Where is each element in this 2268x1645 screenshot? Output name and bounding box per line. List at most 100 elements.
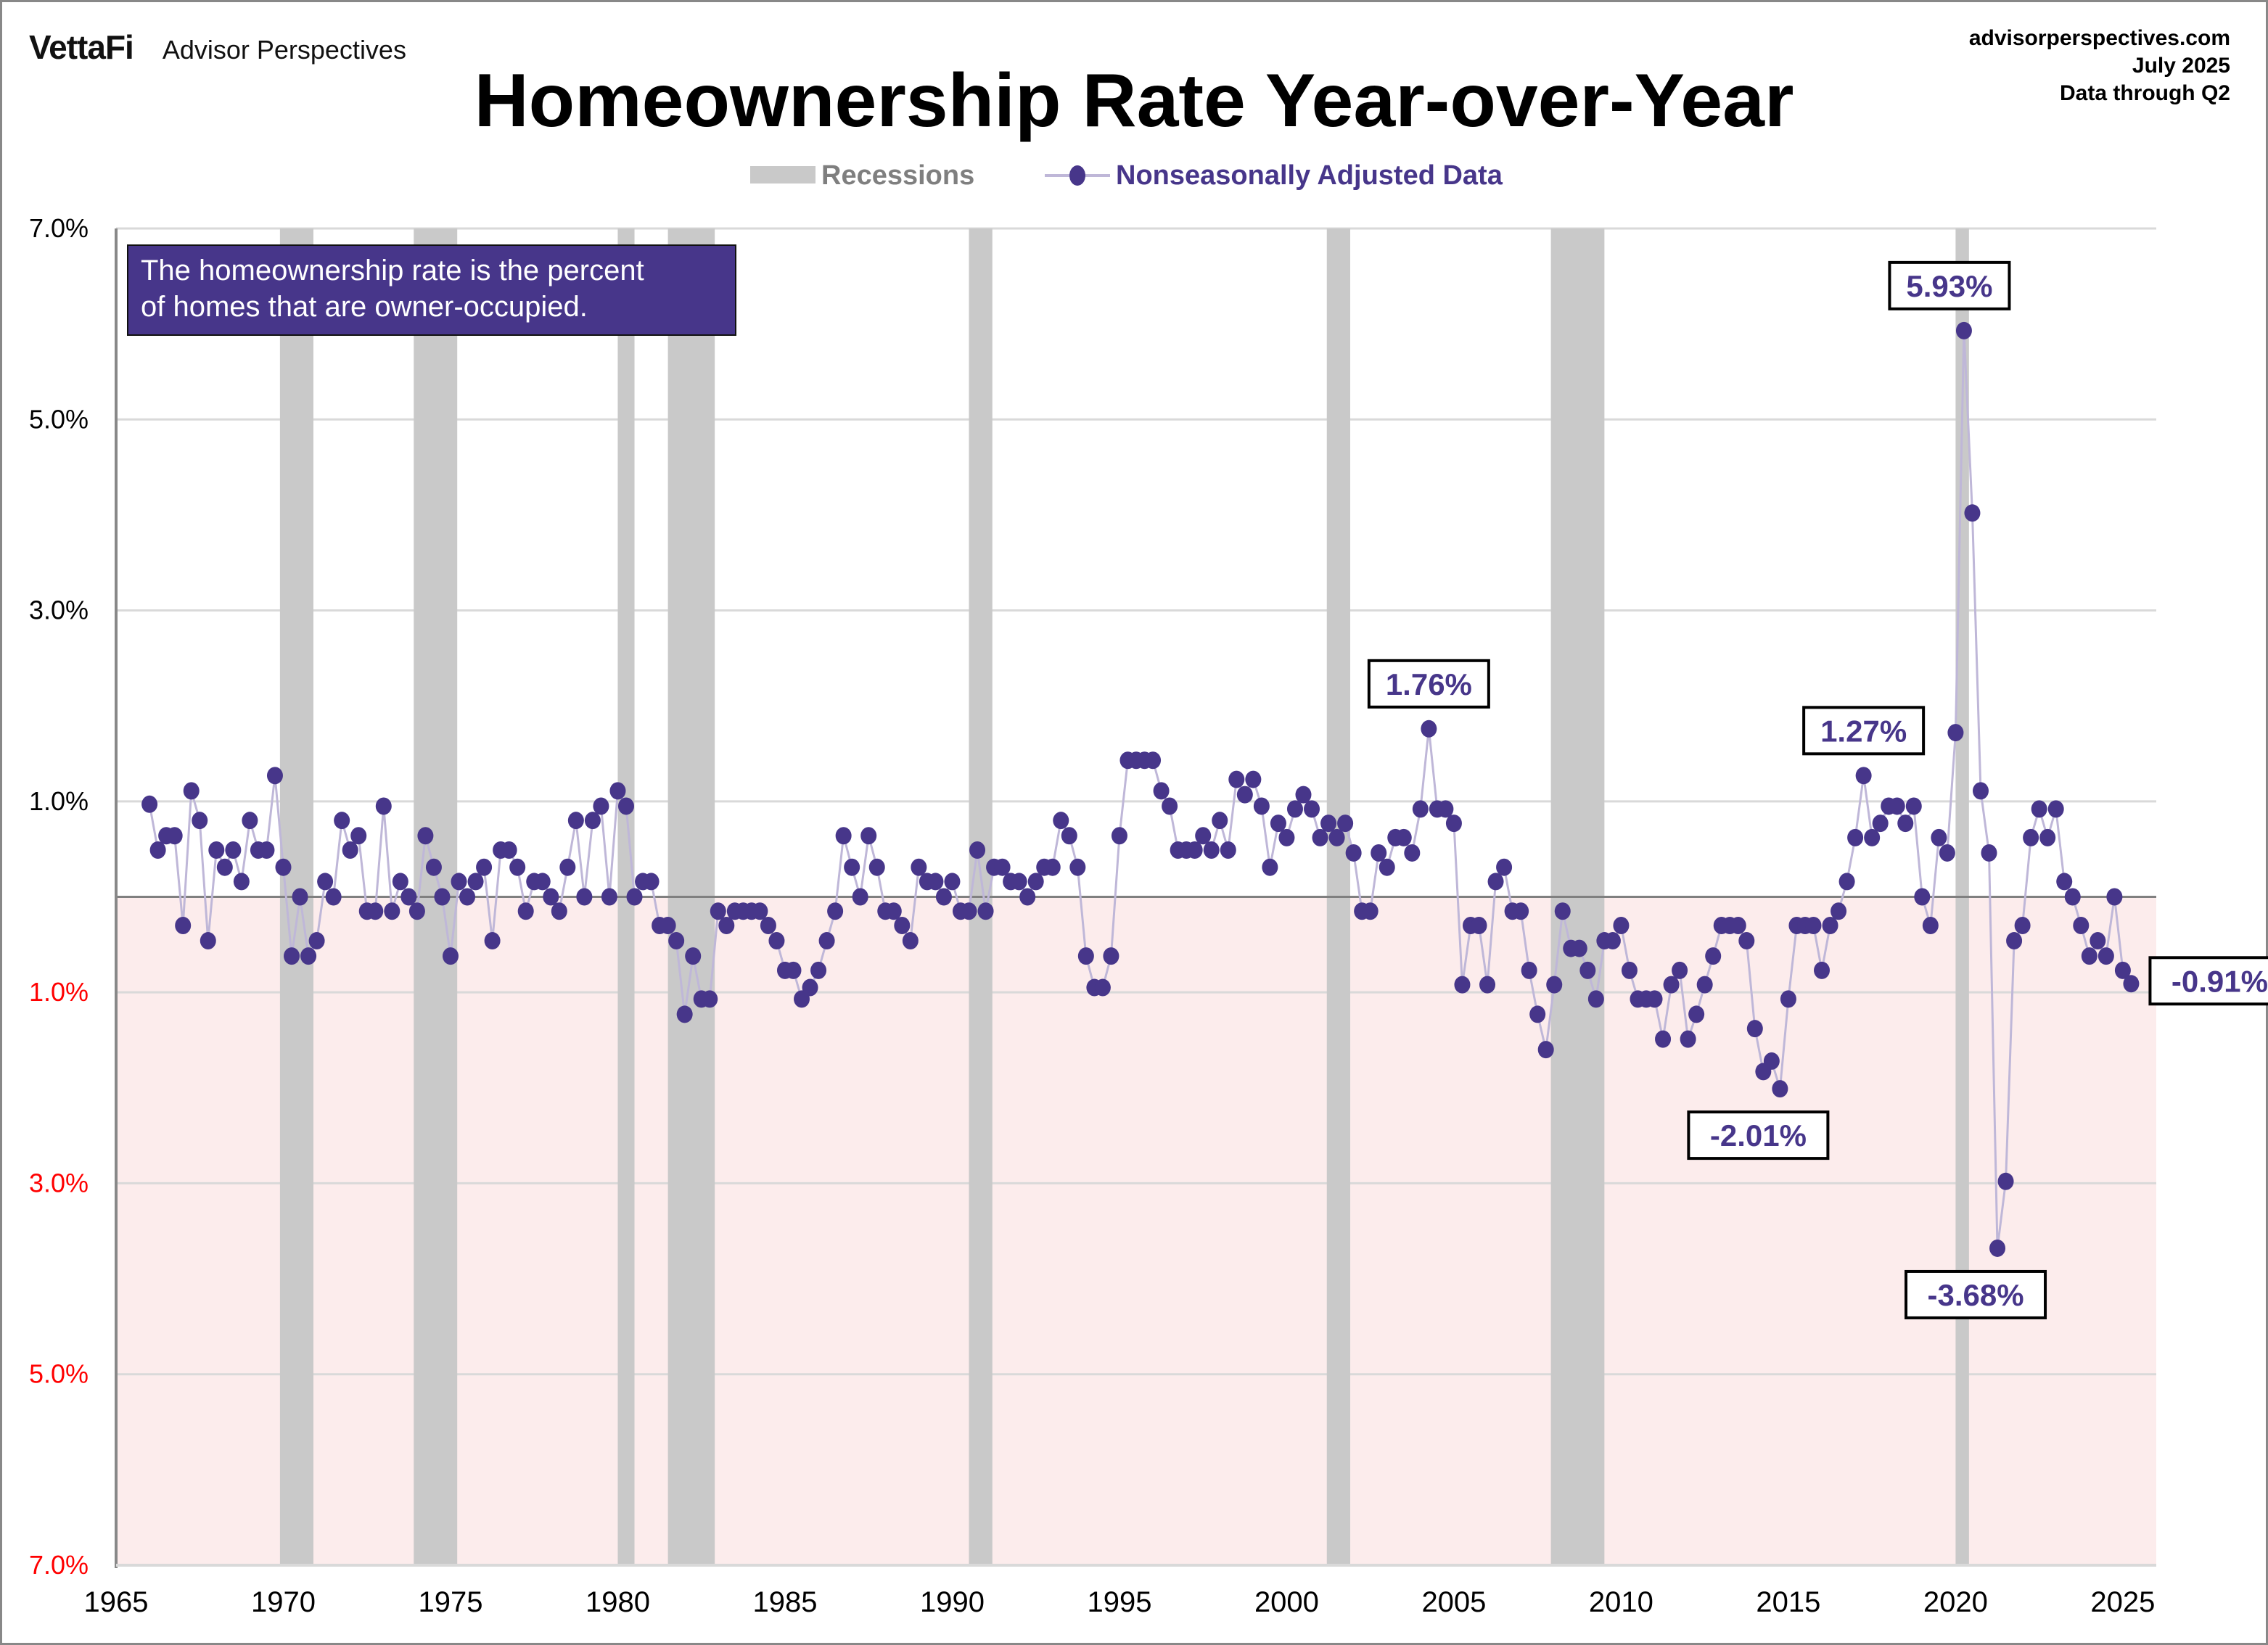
data-point (1663, 976, 1680, 994)
data-point (643, 873, 660, 891)
data-point (1421, 720, 1437, 738)
data-point (1972, 782, 1989, 800)
data-point (802, 978, 818, 997)
annotation-box (2148, 956, 2268, 1006)
annotation-label: -0.91% (2172, 964, 2268, 998)
data-point (2098, 947, 2114, 965)
data-point (1328, 828, 1345, 846)
data-point (2073, 916, 2090, 934)
data-point (1772, 1080, 1788, 1098)
legend-recession-swatch (750, 166, 815, 184)
data-point (868, 858, 885, 876)
data-point (1964, 504, 1981, 522)
data-point (1162, 797, 1178, 815)
data-point (300, 947, 317, 965)
x-tick-label: 2025 (2090, 1586, 2155, 1618)
data-point (1621, 961, 1638, 979)
data-point (208, 841, 225, 859)
x-tick-label: 2010 (1589, 1586, 1653, 1618)
data-point (935, 888, 952, 906)
annotation-box (1888, 260, 2011, 310)
data-point (2081, 947, 2098, 965)
data-point (1705, 947, 1722, 965)
data-point (1069, 858, 1086, 876)
y-tick-label: 1.0% (29, 977, 89, 1007)
data-point (1278, 828, 1295, 846)
data-point (1011, 873, 1027, 891)
data-point (944, 873, 961, 891)
y-tick-label: 1.0% (29, 786, 89, 816)
data-point (1914, 888, 1931, 906)
legend-recession-label: Recessions (821, 160, 974, 191)
data-point (1814, 961, 1831, 979)
data-point (1805, 916, 1822, 934)
data-point (1872, 815, 1889, 833)
data-point (1262, 858, 1278, 876)
data-point (844, 858, 860, 876)
data-point (1738, 932, 1755, 950)
data-point (2114, 961, 2131, 979)
data-point (1905, 797, 1922, 815)
data-point (559, 858, 576, 876)
data-point (1838, 873, 1855, 891)
data-point (384, 902, 400, 920)
x-tick-label: 1985 (752, 1586, 817, 1618)
data-point (576, 888, 593, 906)
data-point (1312, 828, 1328, 846)
data-point (1077, 947, 1094, 965)
data-point (609, 782, 626, 800)
data-point (1897, 815, 1914, 833)
data-point (827, 902, 844, 920)
data-point (1997, 1172, 2014, 1190)
x-tick-label: 1965 (84, 1586, 149, 1618)
legend-series-marker (1069, 165, 1085, 186)
annotation-label: -3.68% (1927, 1278, 2023, 1312)
data-point (284, 947, 300, 965)
data-point (2090, 932, 2106, 950)
data-point (308, 932, 325, 950)
publish-date: July 2025 (2132, 54, 2230, 78)
data-point (400, 888, 417, 906)
data-point (1521, 961, 1537, 979)
data-point (325, 888, 342, 906)
data-point (1212, 812, 1228, 830)
data-point (342, 841, 358, 859)
data-point (233, 873, 250, 891)
data-point (1655, 1030, 1672, 1048)
data-point (1571, 939, 1587, 957)
data-point (1445, 815, 1462, 833)
data-point (593, 797, 609, 815)
data-point (1513, 902, 1529, 920)
data-point (860, 827, 877, 845)
data-point (1554, 902, 1571, 920)
annotation-box (1802, 706, 1926, 756)
data-point (1320, 815, 1337, 833)
data-point (1604, 932, 1621, 950)
data-point (517, 902, 534, 920)
y-tick-label: 7.0% (29, 213, 89, 243)
data-point (175, 916, 192, 934)
annotation-box (1687, 1110, 1830, 1160)
data-point (601, 888, 617, 906)
data-point (1831, 902, 1847, 920)
annotation-label: -2.01% (1710, 1118, 1807, 1153)
data-point (835, 827, 852, 845)
data-point (317, 873, 334, 891)
data-point (977, 902, 994, 920)
data-point (408, 902, 425, 920)
data-point (1646, 990, 1663, 1008)
data-point (760, 916, 776, 934)
x-tick-label: 2005 (1421, 1586, 1486, 1618)
data-point (1955, 321, 1972, 339)
data-point (1680, 1030, 1696, 1048)
data-point (1145, 751, 1162, 770)
y-tick-label: 5.0% (29, 404, 89, 434)
data-point (334, 812, 350, 830)
data-point (425, 858, 442, 876)
data-point (1855, 767, 1872, 785)
data-point (1537, 1041, 1554, 1059)
data-point (1864, 828, 1881, 846)
data-point (768, 932, 785, 950)
data-point (451, 873, 467, 891)
x-tick-label: 1990 (920, 1586, 985, 1618)
